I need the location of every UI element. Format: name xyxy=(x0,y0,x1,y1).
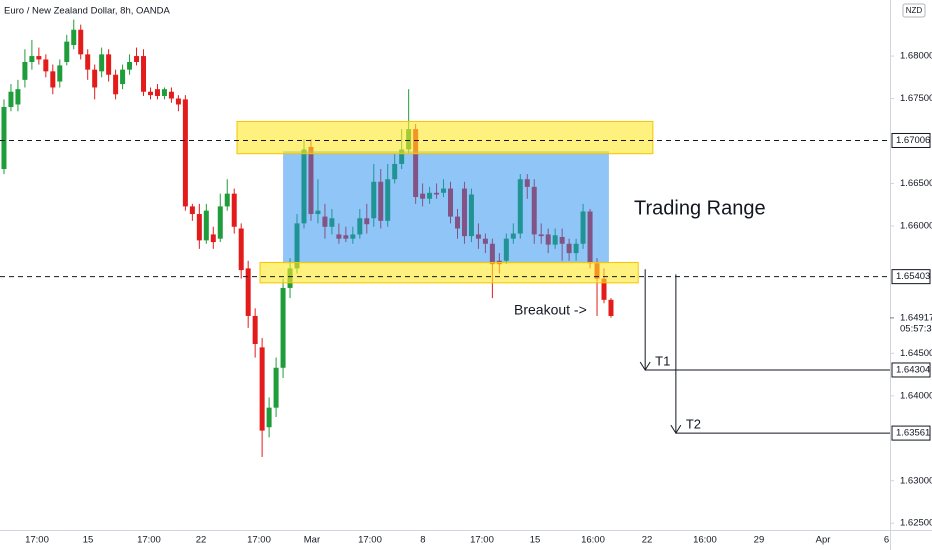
candle-body xyxy=(280,287,286,368)
candle-body xyxy=(78,29,84,55)
x-tick-label: 17:00 xyxy=(25,535,49,546)
level-label: 1.67006 xyxy=(896,135,930,146)
target-label-box xyxy=(891,362,931,378)
level-label-box xyxy=(891,132,931,148)
x-tick-label: 15 xyxy=(530,535,541,546)
candle-body xyxy=(245,268,251,316)
candle-body xyxy=(154,89,160,96)
x-tick-label: 17:00 xyxy=(358,535,382,546)
y-tick-label: 1.68000 xyxy=(900,51,932,62)
candle-body xyxy=(92,69,98,88)
candle-body xyxy=(147,91,153,96)
x-tick-label: 17:00 xyxy=(247,535,271,546)
y-tick-label: 1.66000 xyxy=(900,220,932,231)
candle-body xyxy=(266,407,272,428)
candle-body xyxy=(15,89,21,105)
target-label: 1.63561 xyxy=(896,428,930,439)
chart-title: Euro / New Zealand Dollar, 8h, OANDA xyxy=(4,6,170,17)
level-label: 1.65403 xyxy=(896,271,930,282)
x-tick-label: 8 xyxy=(420,535,425,546)
candle-body xyxy=(231,193,237,227)
x-tick-label: 22 xyxy=(642,535,653,546)
range-box xyxy=(283,151,609,264)
candle-body xyxy=(141,56,147,92)
candle-body xyxy=(106,54,112,75)
countdown: 05:57:31 xyxy=(900,323,932,334)
candle-body xyxy=(22,62,28,80)
y-tick-label: 1.63000 xyxy=(900,475,932,486)
candle-body xyxy=(161,89,167,96)
target-name: T2 xyxy=(686,417,701,432)
y-tick-label: 1.62500 xyxy=(900,518,932,529)
x-tick-label: Mar xyxy=(304,535,320,546)
level-label-box xyxy=(891,269,931,285)
x-tick-label: 6 xyxy=(884,535,889,546)
y-tick-label: 1.64500 xyxy=(900,348,932,359)
candle-body xyxy=(1,107,7,170)
target-label-box xyxy=(891,425,931,441)
x-tick-label: 29 xyxy=(754,535,765,546)
candle-body xyxy=(203,210,209,241)
candle-body xyxy=(50,71,56,88)
candle-body xyxy=(252,315,258,344)
breakout-label: Breakout -> xyxy=(514,302,587,318)
zone xyxy=(236,120,654,155)
x-tick-label: 16:00 xyxy=(693,535,717,546)
candle-body xyxy=(601,278,607,300)
x-tick-label: 22 xyxy=(196,535,207,546)
range-label: Trading Range xyxy=(634,197,766,219)
last-price: 1.64917 xyxy=(900,312,932,323)
x-tick-label: 15 xyxy=(83,535,94,546)
candle-body xyxy=(608,299,614,316)
x-tick-label: 16:00 xyxy=(581,535,605,546)
y-tick-label: 1.64000 xyxy=(900,390,932,401)
candle-body xyxy=(8,91,14,108)
candle-body xyxy=(217,206,223,239)
candle-body xyxy=(182,99,188,207)
candle-body xyxy=(113,74,119,95)
candle-body xyxy=(57,65,63,82)
candle-body xyxy=(36,56,42,60)
candle-body xyxy=(238,228,244,271)
candle-body xyxy=(64,41,70,63)
candle-body xyxy=(99,54,105,72)
candle-body xyxy=(210,234,216,243)
candle-body xyxy=(29,56,35,63)
candle-body xyxy=(127,62,133,70)
candle-body xyxy=(71,29,77,46)
target-arrowhead xyxy=(639,361,651,371)
candle-body xyxy=(273,367,279,408)
target-label: 1.64304 xyxy=(896,364,930,375)
candle-body xyxy=(175,98,181,105)
x-tick-label: 17:00 xyxy=(470,535,494,546)
zone xyxy=(259,261,639,284)
candle-body xyxy=(196,214,202,241)
y-tick-label: 1.66500 xyxy=(900,178,932,189)
candle-body xyxy=(85,54,91,70)
candle-body xyxy=(168,91,174,99)
candle-body xyxy=(120,69,126,85)
target-name: T1 xyxy=(655,353,670,368)
candle-body xyxy=(134,56,140,63)
currency-badge xyxy=(902,3,926,18)
x-tick-label: Apr xyxy=(816,535,831,546)
currency: NZD xyxy=(906,6,923,15)
y-tick-label: 1.67500 xyxy=(900,93,932,104)
candle-body xyxy=(259,347,265,431)
x-tick-label: 17:00 xyxy=(137,535,161,546)
candle-body xyxy=(189,206,195,215)
candle-body xyxy=(43,59,49,72)
candle-body xyxy=(224,193,230,207)
